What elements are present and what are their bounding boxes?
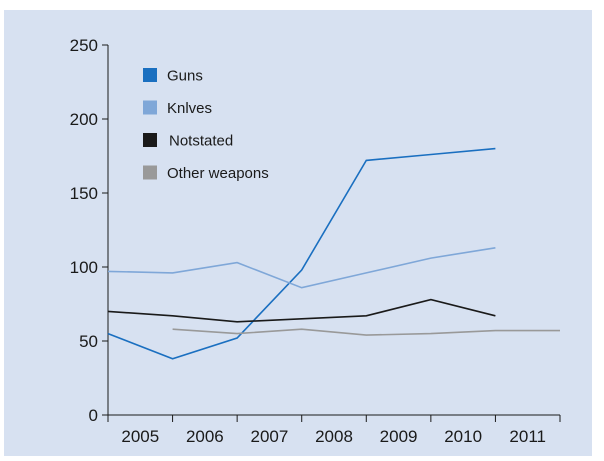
legend-swatch-guns: [143, 68, 157, 82]
y-tick-label: 50: [79, 332, 98, 351]
series-line-notstated: [107, 298, 496, 323]
series-line-knlves: [107, 247, 496, 289]
legend-swatch-knlves: [143, 100, 157, 115]
y-tick-label: 150: [70, 184, 98, 203]
legend: Guns Knlves Notstated Other weapons: [143, 68, 269, 182]
x-tick-label: 2009: [380, 427, 418, 446]
x-tick-label: 2010: [444, 427, 482, 446]
x-tick-label: 2006: [186, 427, 224, 446]
y-tick-label: 100: [70, 258, 98, 277]
x-tick-label: 2005: [121, 427, 159, 446]
x-tick-label: 2011: [509, 427, 546, 446]
legend-label-other-weapons: Other weapons: [167, 165, 269, 182]
series-layer: [107, 147, 560, 360]
axes: 0 50 100 150 200 250 2005 2006 2007 2008 2009 2010 2…: [70, 36, 561, 446]
y-tick-label: 200: [70, 110, 98, 129]
legend-label-knlves: Knlves: [167, 100, 212, 117]
x-tick-label: 2007: [251, 427, 289, 446]
legend-swatch-other-weapons: [143, 165, 157, 180]
legend-label-guns: Guns: [167, 68, 203, 85]
series-line-other-weapons: [172, 328, 560, 336]
series-line-guns: [107, 147, 496, 360]
legend-swatch-notstated: [143, 133, 157, 147]
legend-label-notstated: Notstated: [169, 133, 233, 150]
chart-panel: [4, 10, 592, 456]
y-tick-label: 0: [89, 406, 98, 425]
x-tick-label: 2008: [315, 427, 353, 446]
y-tick-label: 250: [70, 36, 98, 55]
